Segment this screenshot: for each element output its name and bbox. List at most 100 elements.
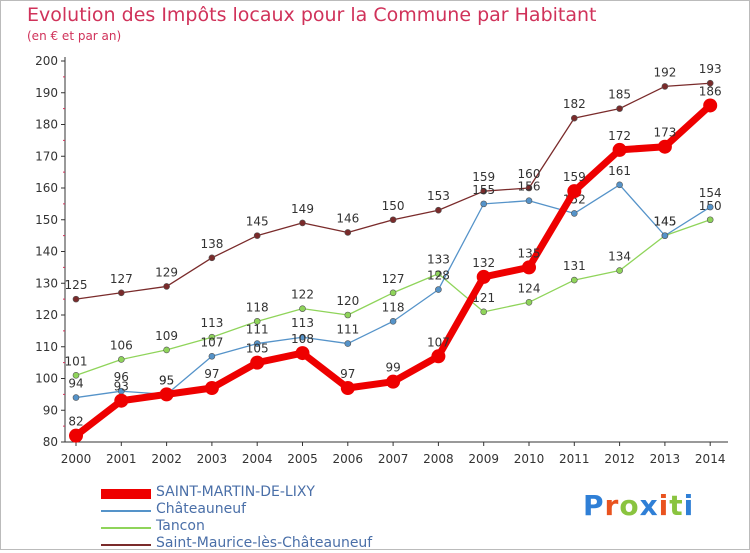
data-point <box>570 114 578 122</box>
data-point <box>208 254 216 262</box>
data-point <box>567 184 582 199</box>
data-label: 96 <box>114 370 129 384</box>
x-tick-label: 2003 <box>197 452 228 466</box>
x-tick-label: 2013 <box>650 452 681 466</box>
data-label: 124 <box>518 281 541 295</box>
data-point <box>389 289 397 297</box>
data-point <box>570 276 578 284</box>
data-point <box>706 216 714 224</box>
data-point <box>386 374 401 389</box>
data-point <box>389 318 397 325</box>
data-point <box>340 381 355 396</box>
data-point <box>435 270 442 278</box>
data-point <box>69 428 83 443</box>
data-label: 131 <box>563 259 586 273</box>
data-point <box>525 197 533 204</box>
legend-label: Saint-Maurice-lès-Châteauneuf <box>156 535 373 551</box>
logo-letter: r <box>604 489 620 522</box>
y-tick-label: 80 <box>43 435 58 449</box>
data-label: 107 <box>427 335 450 349</box>
data-label: 160 <box>518 167 541 181</box>
data-label: 182 <box>563 97 586 111</box>
x-tick-label: 2009 <box>468 452 499 466</box>
y-tick-label: 100 <box>35 372 58 386</box>
logo-letter: x <box>639 489 659 522</box>
data-point <box>616 105 623 112</box>
data-point <box>657 139 672 154</box>
data-label: 125 <box>65 278 88 292</box>
data-label: 97 <box>204 367 219 381</box>
data-label: 120 <box>336 294 359 308</box>
data-label: 185 <box>608 88 631 102</box>
data-point <box>480 308 488 316</box>
data-label: 154 <box>699 186 722 200</box>
data-point <box>525 184 533 192</box>
x-tick-label: 2000 <box>61 452 92 466</box>
data-point <box>389 216 397 224</box>
data-label: 122 <box>291 288 314 302</box>
logo-letter: o <box>619 489 640 522</box>
data-label: 111 <box>246 323 269 337</box>
data-point <box>525 298 533 306</box>
data-point <box>72 295 80 303</box>
data-point <box>295 346 310 361</box>
x-tick-label: 2014 <box>695 452 726 466</box>
data-label: 82 <box>68 415 83 429</box>
legend-label: SAINT-MARTIN-DE-LIXY <box>156 484 315 500</box>
data-label: 107 <box>200 335 223 349</box>
chart-subtitle: (en € et par an) <box>27 29 122 43</box>
data-label: 149 <box>291 202 314 216</box>
data-point <box>250 355 265 370</box>
x-tick-label: 2011 <box>559 452 590 466</box>
data-point <box>706 203 714 211</box>
data-label: 138 <box>200 237 223 251</box>
data-label: 129 <box>155 265 178 279</box>
legend-swatch <box>101 544 151 546</box>
legend-swatch <box>101 489 151 499</box>
data-label: 127 <box>110 272 133 286</box>
data-label: 111 <box>336 323 359 337</box>
y-tick-label: 90 <box>43 403 58 417</box>
data-label: 109 <box>155 329 178 343</box>
legend-label: Châteauneuf <box>156 501 247 517</box>
x-tick-label: 2002 <box>151 452 182 466</box>
data-point <box>616 267 623 274</box>
data-point <box>114 393 129 408</box>
data-label: 106 <box>110 338 133 352</box>
y-tick-label: 190 <box>35 86 58 100</box>
data-point <box>344 340 352 347</box>
y-tick-label: 130 <box>35 276 58 290</box>
data-label: 105 <box>246 342 269 356</box>
data-label: 133 <box>427 253 450 267</box>
data-point <box>435 206 442 214</box>
data-label: 118 <box>246 300 269 314</box>
data-label: 193 <box>699 62 722 76</box>
data-label: 97 <box>340 367 355 381</box>
x-tick-label: 2006 <box>333 452 364 466</box>
y-tick-label: 150 <box>35 213 58 227</box>
data-point <box>522 260 536 275</box>
data-label: 159 <box>472 170 495 184</box>
x-tick-label: 2005 <box>287 452 318 466</box>
data-point <box>253 232 261 239</box>
data-label: 159 <box>563 170 586 184</box>
data-point <box>299 333 306 341</box>
data-point <box>163 346 170 354</box>
logo-letter: i <box>658 489 670 522</box>
x-tick-label: 2012 <box>604 452 635 466</box>
data-point <box>299 305 306 312</box>
data-label: 145 <box>653 215 676 229</box>
data-point <box>703 98 718 113</box>
data-label: 108 <box>291 332 314 346</box>
legend-swatch <box>101 510 151 512</box>
series-line <box>75 219 711 376</box>
legend-swatch <box>101 527 151 529</box>
x-tick-label: 2004 <box>242 452 273 466</box>
data-point <box>435 286 442 293</box>
data-point <box>480 187 488 195</box>
data-label: 113 <box>291 316 314 330</box>
data-label: 95 <box>159 373 174 387</box>
data-label: 134 <box>608 250 631 264</box>
